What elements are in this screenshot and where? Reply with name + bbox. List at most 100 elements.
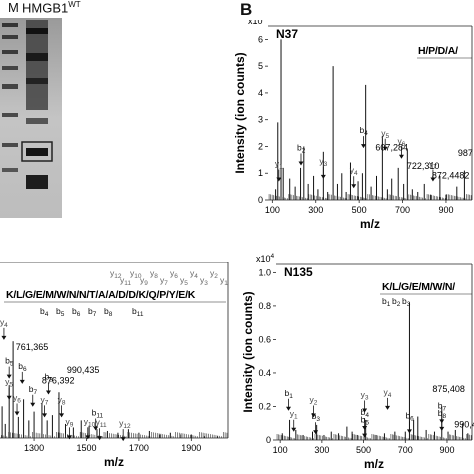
fragment-ion-label-sub: 7 bbox=[443, 405, 447, 412]
fragment-ion-label-sub: 3 bbox=[365, 394, 369, 401]
fragment-ion-label-sub: 5 bbox=[10, 361, 14, 368]
x-axis-title: m/z bbox=[360, 217, 380, 231]
sequence-y-ion-label-sub: 3 bbox=[204, 280, 208, 287]
fragment-ion-label-sub: 8 bbox=[49, 376, 53, 383]
fragment-ion-label-letter: y bbox=[65, 416, 70, 426]
marker-band bbox=[2, 113, 18, 117]
sequence-y-ion-label-sub: 5 bbox=[184, 280, 188, 287]
gel-lane-label-m: M bbox=[8, 0, 19, 15]
fragment-ion-label-sub: 9 bbox=[70, 421, 74, 428]
fragment-ion-label-sub: 1 bbox=[279, 164, 283, 171]
fragment-ion-label: b5 bbox=[5, 356, 14, 368]
fragment-ion-label-letter: b bbox=[361, 415, 366, 425]
fragment-ion-label: y12 bbox=[119, 418, 131, 430]
fragment-arrow-head bbox=[6, 374, 12, 379]
fragment-arrow-head bbox=[351, 184, 357, 189]
fragment-ion-label-sub: 4 bbox=[4, 322, 8, 329]
sequence-y-ion-label-letter: y bbox=[180, 275, 185, 285]
fragment-ion-label: b1 bbox=[285, 388, 294, 400]
peak-mz-label: 876,392 bbox=[42, 375, 75, 385]
sequence-b-ion-label: b1 bbox=[382, 296, 391, 308]
sequence-b-ion-label-sub: 1 bbox=[387, 301, 391, 308]
fragment-ion-label-letter: y bbox=[13, 393, 18, 403]
peak-mz-label: 607,284 bbox=[375, 142, 408, 152]
sequence-b-ion-label-letter: b bbox=[104, 306, 109, 316]
fragment-ion-label-letter: y bbox=[58, 394, 63, 404]
fragment-ion-label-sub: 10 bbox=[88, 421, 96, 428]
marker-band bbox=[2, 50, 18, 54]
sequence-y-ion-label-letter: y bbox=[160, 275, 165, 285]
sequence-y-ion-label-sub: 9 bbox=[144, 280, 148, 287]
marker-lane bbox=[2, 23, 18, 172]
fragment-ion-label: b7 bbox=[438, 400, 447, 412]
fragment-ion-label: y7 bbox=[41, 394, 49, 406]
sequence-b-ion-label: b6 bbox=[72, 306, 81, 318]
peak-mz-label: 872,4482 bbox=[432, 171, 470, 181]
fragment-ion-label-sub: 5 bbox=[365, 420, 369, 427]
fragment-arrow-head bbox=[360, 144, 366, 149]
x-tick-label: 1300 bbox=[24, 443, 44, 453]
sequence-y-ion-label-letter: y bbox=[170, 268, 175, 278]
fragment-arrow-head bbox=[313, 430, 319, 435]
sequence-b-ion-label: b7 bbox=[88, 306, 97, 318]
x-tick-label: 500 bbox=[352, 205, 367, 215]
fragment-ion-label: y3 bbox=[319, 156, 327, 168]
sequence-y-ion-label-sub: 2 bbox=[214, 273, 218, 280]
y-tick-label: 0.4 bbox=[258, 368, 271, 378]
fragment-arrow-head bbox=[42, 413, 48, 418]
sequence-b11-label-letter: b bbox=[132, 306, 137, 316]
fragment-arrow-head bbox=[276, 177, 282, 182]
fragment-arrow-head bbox=[19, 379, 25, 384]
fragment-ion-label-sub: 6 bbox=[17, 398, 21, 405]
fragment-ion-label: y4 bbox=[350, 165, 358, 177]
sequence-b-ion-label-sub: 5 bbox=[61, 311, 65, 318]
fragment-ion-label: b7 bbox=[29, 384, 38, 396]
sample-lane bbox=[26, 20, 48, 189]
fragment-ion-label-sub: 7 bbox=[33, 389, 37, 396]
fragment-arrow-head bbox=[1, 335, 7, 340]
chart-title: N135 bbox=[284, 265, 313, 279]
fragment-arrow-head bbox=[97, 436, 103, 441]
fragment-ion-label: y5 bbox=[381, 128, 389, 140]
sequence-b-ion-label-sub: 7 bbox=[93, 311, 97, 318]
fragment-ion-label-sub: 4 bbox=[364, 130, 368, 137]
y-tick-label: 3 bbox=[258, 115, 263, 125]
sequence-y-ion-label-sub: 10 bbox=[134, 273, 142, 280]
fragment-ion-label-letter: b bbox=[44, 371, 49, 381]
peak-mz-label: 875,408 bbox=[432, 384, 465, 394]
fragment-arrow-head bbox=[120, 437, 126, 442]
fragment-arrow-head bbox=[406, 429, 412, 434]
x-tick-label: 900 bbox=[439, 445, 454, 455]
y-multiplier-base: x10 bbox=[248, 20, 263, 26]
marker-band bbox=[2, 66, 18, 70]
fragment-ion-label: y2 bbox=[310, 394, 318, 406]
sequence-y-ion-label-sub: 12 bbox=[114, 273, 122, 280]
fragment-ion-label-letter: y bbox=[381, 128, 386, 138]
fragment-ion-label: b5 bbox=[361, 415, 370, 427]
marker-band bbox=[2, 35, 18, 39]
fragment-arrow-head bbox=[6, 395, 12, 400]
peptide-sequence: K/L/G/E/M/W/N/N/T/A/A/D/D/K/Q/P/Y/E/K bbox=[6, 289, 196, 301]
sequence-b-ion-label: b5 bbox=[56, 306, 65, 318]
fragment-arrow-head bbox=[439, 426, 445, 431]
fragment-ion-label: y7 bbox=[429, 159, 437, 171]
fragment-ion-label: y1 bbox=[275, 159, 283, 171]
fragment-arrow-head bbox=[45, 390, 51, 395]
sequence-y-ion-label: y2 bbox=[210, 268, 218, 280]
fragment-arrow-head bbox=[382, 146, 388, 151]
fragment-ion-label: b11 bbox=[92, 408, 104, 420]
sequence-y-ion-label: y9 bbox=[140, 275, 148, 287]
fragment-ion-label-sub: 3 bbox=[316, 416, 320, 423]
sequence-b-ion-label: b3 bbox=[402, 296, 411, 308]
fragment-ion-label-sub: 6 bbox=[23, 366, 27, 373]
fragment-ion-label-letter: y bbox=[84, 416, 89, 426]
peptide-sequence: K/L/G/E/M/W/N/ bbox=[382, 281, 455, 293]
sample-band bbox=[26, 118, 48, 124]
fragment-ion-label-letter: y bbox=[275, 159, 280, 169]
sequence-b-ion-label-letter: b bbox=[88, 306, 93, 316]
y-tick-label: 6 bbox=[258, 34, 263, 44]
fragment-ion-label-sub: 11 bbox=[100, 422, 107, 429]
fragment-arrow-head bbox=[398, 154, 404, 159]
sequence-b-ion-label-letter: b bbox=[402, 296, 407, 306]
